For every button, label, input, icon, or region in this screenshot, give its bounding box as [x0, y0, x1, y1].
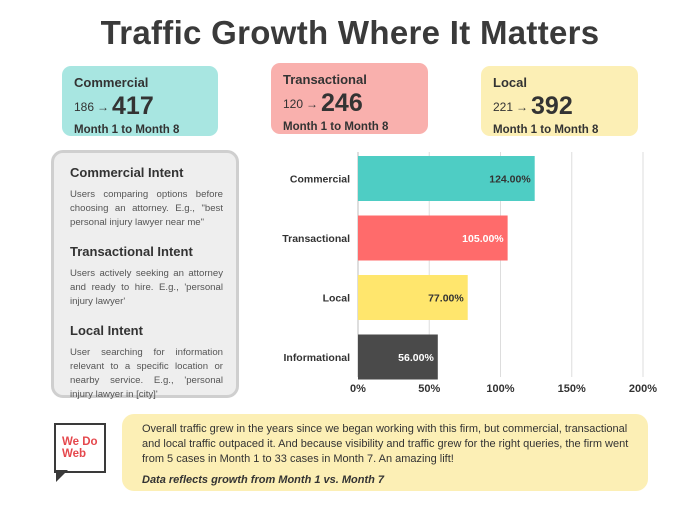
card-period: Month 1 to Month 8 [283, 121, 389, 133]
transactional-stat-card: Transactional 120 → 246 Month 1 to Month 8 [271, 63, 428, 134]
x-tick-label: 100% [486, 383, 514, 395]
card-from-value: 221 [493, 100, 514, 114]
local-intent-title: Local Intent [70, 323, 143, 338]
card-to-value: 392 [531, 92, 573, 120]
x-tick-label: 0% [350, 383, 366, 395]
summary-note: Overall traffic grew in the years since … [122, 414, 648, 491]
category-label: Informational [283, 352, 350, 364]
bar-informational [358, 334, 438, 380]
category-label: Local [323, 293, 351, 305]
card-to-value: 246 [321, 89, 363, 117]
bar-value-label: 105.00% [462, 233, 504, 245]
arrow-icon: → [97, 100, 110, 114]
transactional-intent-desc: Users actively seeking an attorney and r… [70, 268, 223, 307]
card-label: Transactional [283, 72, 367, 87]
bar-value-label: 77.00% [428, 293, 464, 305]
x-tick-label: 150% [558, 383, 586, 395]
bar-value-label: 56.00% [398, 352, 434, 364]
card-label: Commercial [74, 75, 149, 90]
x-tick-label: 200% [629, 383, 657, 395]
bar-value-label: 124.00% [489, 174, 531, 186]
logo-line-2: Web [62, 448, 87, 460]
logo-text: We Do Web [62, 436, 98, 460]
we-do-web-logo: We Do Web [54, 423, 106, 473]
logo-line-1: We Do [62, 436, 98, 448]
card-from-value: 120 [283, 97, 304, 111]
commercial-intent-title: Commercial Intent [70, 165, 184, 180]
summary-text: Overall traffic grew in the years since … [142, 423, 629, 465]
card-from-value: 186 [74, 100, 95, 114]
local-intent-desc: User searching for information relevant … [70, 347, 223, 400]
page-title: Traffic Growth Where It Matters [100, 14, 600, 51]
arrow-icon: → [516, 100, 529, 114]
category-label: Transactional [282, 233, 350, 245]
intent-definitions-panel: Commercial Intent Users comparing option… [51, 150, 239, 400]
logo-speech-tail [56, 470, 68, 482]
commercial-intent-desc: Users comparing options before choosing … [70, 189, 223, 228]
bar-commercial [358, 156, 535, 201]
summary-footnote: Data reflects growth from Month 1 vs. Mo… [142, 474, 385, 486]
card-period: Month 1 to Month 8 [493, 124, 599, 136]
card-label: Local [493, 75, 527, 90]
category-label: Commercial [290, 174, 350, 186]
arrow-icon: → [306, 97, 319, 111]
commercial-stat-card: Commercial 186 → 417 Month 1 to Month 8 [62, 66, 218, 136]
x-tick-label: 50% [418, 383, 440, 395]
growth-bar-chart: 0% 50% 100% 150% 200% Commercial 124.00% Transa… [282, 152, 657, 395]
card-period: Month 1 to Month 8 [74, 124, 180, 136]
transactional-intent-title: Transactional Intent [70, 244, 193, 259]
local-stat-card: Local 221 → 392 Month 1 to Month 8 [481, 66, 638, 136]
bar-transactional [358, 215, 508, 261]
bar-local [358, 275, 468, 320]
card-to-value: 417 [112, 92, 154, 120]
